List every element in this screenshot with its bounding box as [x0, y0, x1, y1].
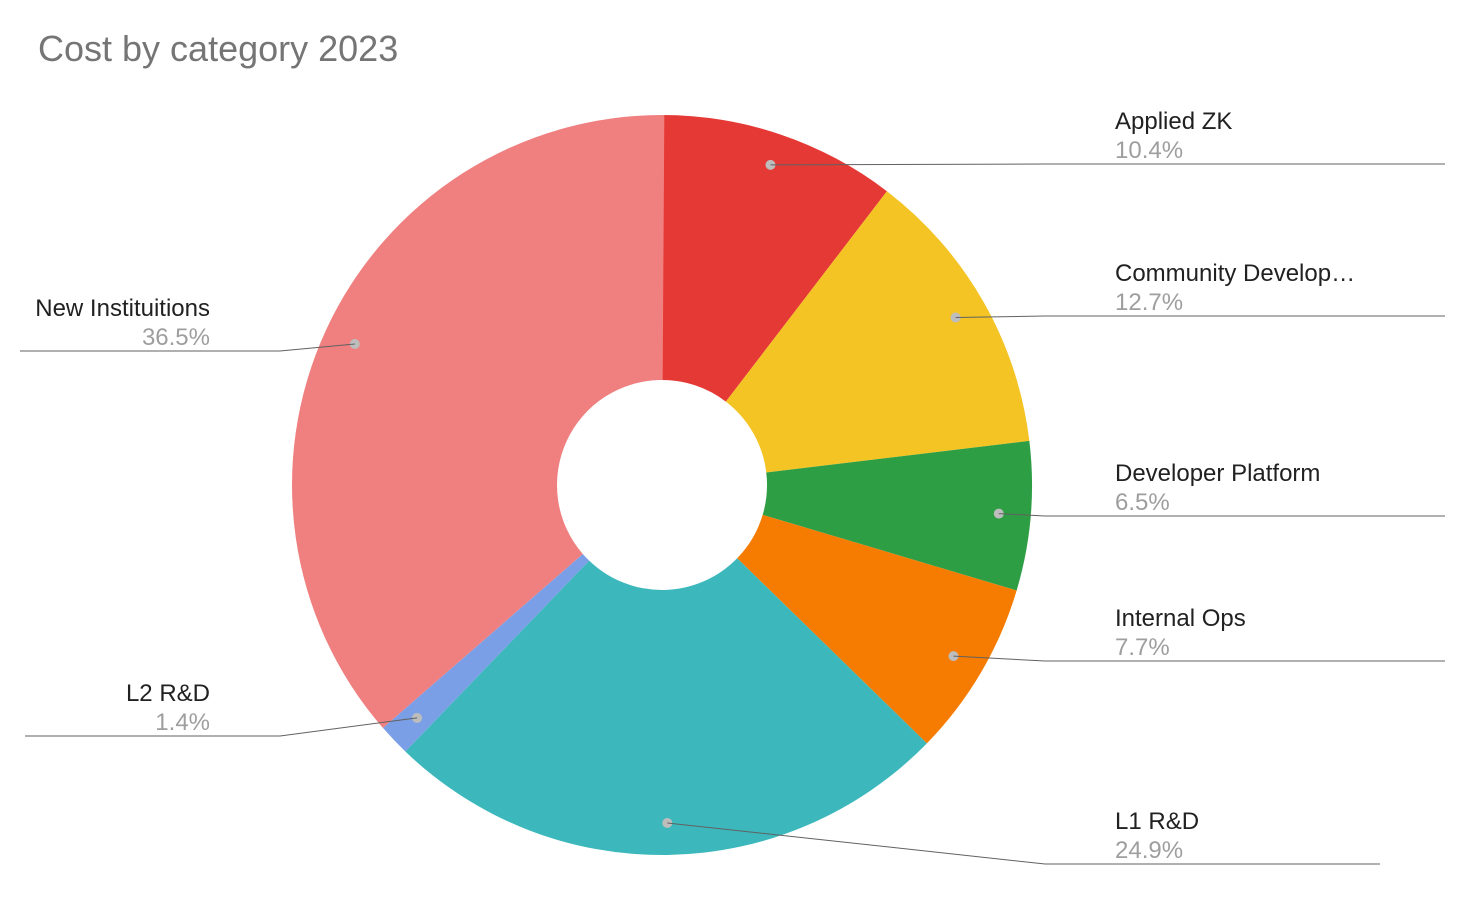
slice-label: L2 R&D1.4% [126, 680, 210, 738]
leader-line [25, 718, 417, 736]
slice-label-name: L2 R&D [126, 680, 210, 709]
slice-label-pct: 7.7% [1115, 634, 1246, 663]
slice-label: Developer Platform6.5% [1115, 460, 1320, 518]
slice-label-name: New Instituitions [35, 295, 210, 324]
slice-label: Community Develop…12.7% [1115, 260, 1355, 318]
slice-label-name: Applied ZK [1115, 108, 1232, 137]
slice-label-pct: 6.5% [1115, 489, 1320, 518]
slice-label-name: L1 R&D [1115, 808, 1199, 837]
slice-label-pct: 36.5% [35, 324, 210, 353]
slice-label: L1 R&D24.9% [1115, 808, 1199, 866]
slice-label: Applied ZK10.4% [1115, 108, 1232, 166]
slice-label-name: Internal Ops [1115, 605, 1246, 634]
slice-label-pct: 12.7% [1115, 289, 1355, 318]
slice-label-pct: 24.9% [1115, 837, 1199, 866]
slice-label-name: Developer Platform [1115, 460, 1320, 489]
donut-chart [0, 0, 1484, 906]
slice-label: New Instituitions36.5% [35, 295, 210, 353]
slice-label-pct: 10.4% [1115, 137, 1232, 166]
slice-label: Internal Ops7.7% [1115, 605, 1246, 663]
slice-label-pct: 1.4% [126, 709, 210, 738]
slice-label-name: Community Develop… [1115, 260, 1355, 289]
leader-line [770, 164, 1445, 165]
